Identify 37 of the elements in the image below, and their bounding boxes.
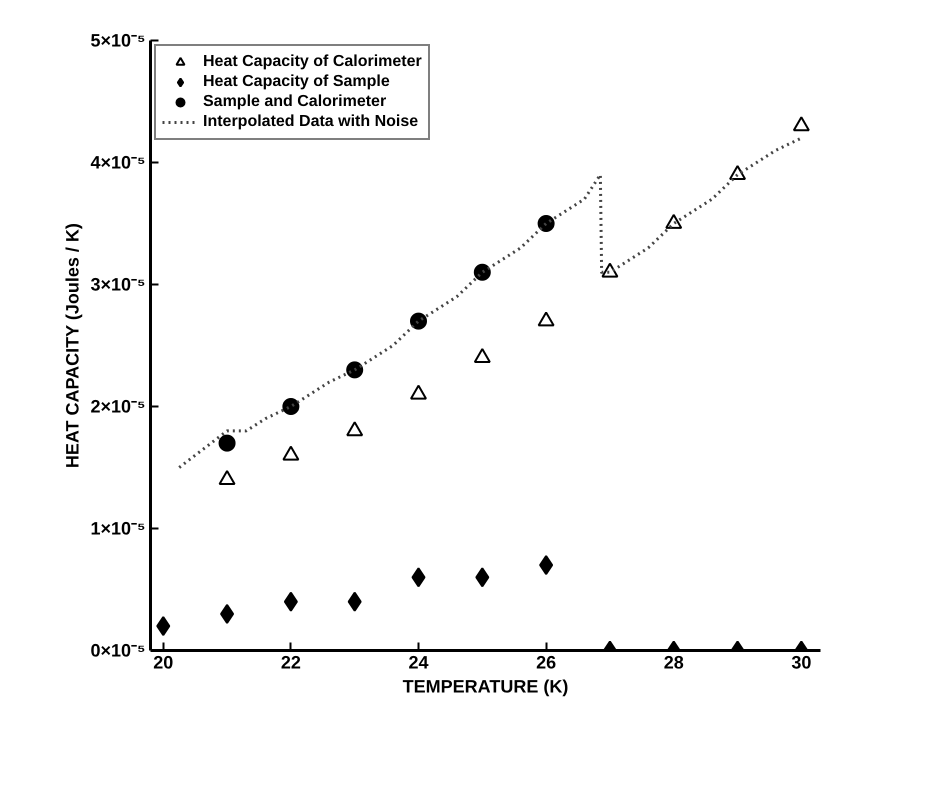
y-tick-label: 2×10⁻⁵ — [90, 396, 146, 416]
point — [539, 555, 554, 576]
point — [475, 567, 490, 588]
point — [346, 421, 364, 436]
point — [346, 361, 364, 378]
x-tick-label: 24 — [408, 652, 429, 672]
y-tick-label: 5×10⁻⁵ — [90, 30, 146, 50]
y-tick-label: 4×10⁻⁵ — [90, 152, 146, 172]
x-axis-title: TEMPERATURE (K) — [402, 676, 568, 696]
x-tick-label: 30 — [791, 652, 812, 672]
point — [792, 116, 810, 132]
point — [218, 434, 236, 452]
legend-label: Heat Capacity of Sample — [203, 73, 390, 91]
legend-label: Heat Capacity of Calorimeter — [203, 53, 422, 71]
point — [410, 384, 427, 400]
x-tick-label: 22 — [280, 652, 301, 672]
point — [282, 398, 300, 415]
point — [729, 165, 746, 180]
legend-label: Interpolated Data with Noise — [203, 113, 418, 131]
point — [220, 604, 234, 624]
point — [474, 348, 491, 364]
point — [156, 616, 170, 636]
y-tick-label: 0×10⁻⁵ — [90, 640, 146, 660]
point — [218, 470, 236, 486]
x-tick-label: 26 — [536, 652, 556, 672]
point — [348, 592, 362, 612]
point — [282, 446, 300, 461]
point — [284, 592, 298, 612]
y-tick-label: 1×10⁻⁵ — [90, 518, 146, 538]
point — [538, 311, 555, 326]
y-tick-label: 3×10⁻⁵ — [90, 274, 146, 294]
y-axis-title: HEAT CAPACITY (Joules / K) — [62, 223, 82, 468]
point — [601, 262, 618, 278]
legend-label: Sample and Calorimeter — [203, 93, 386, 111]
line-series — [178, 136, 803, 469]
x-tick-label: 28 — [664, 652, 684, 672]
x-tick-label: 20 — [153, 652, 174, 672]
